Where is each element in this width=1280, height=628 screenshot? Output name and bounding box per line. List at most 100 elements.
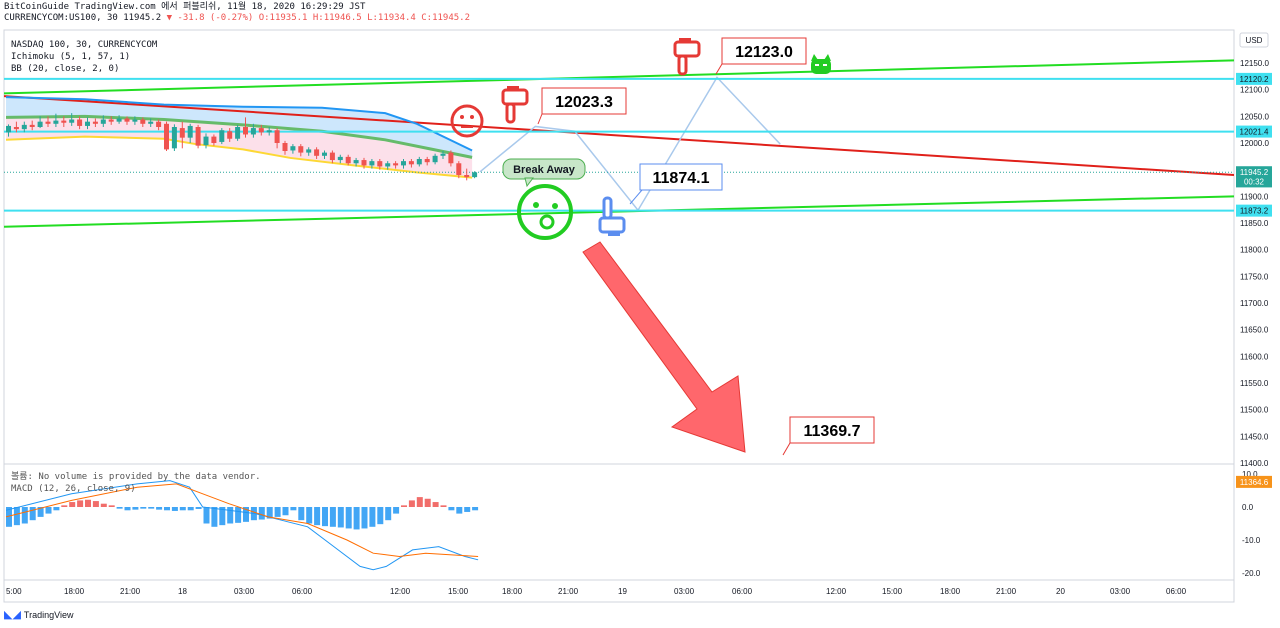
candle-body [408, 161, 414, 165]
x-tick-label: 03:00 [234, 587, 255, 596]
price-badge-label: 11364.6 [1240, 478, 1269, 487]
hand-finger [677, 54, 688, 76]
x-tick-label: 19 [618, 587, 627, 596]
macd-histogram-bar [171, 507, 178, 511]
y-tick-label: 12000.0 [1240, 139, 1269, 148]
x-tick-label: 18:00 [502, 587, 523, 596]
candle-body [219, 130, 225, 142]
target-label-box [541, 87, 627, 115]
y-tick-label: 11900.0 [1240, 192, 1269, 201]
candle-body [393, 163, 399, 166]
candle-body [337, 156, 343, 161]
face-eye [552, 203, 558, 209]
hand-finger [602, 196, 613, 220]
label-pointer [715, 63, 723, 75]
price-badge-label: 12120.2 [1240, 75, 1269, 84]
macd-histogram-bar [432, 502, 439, 507]
candle-body [140, 119, 146, 124]
candle-body [77, 119, 83, 126]
macd-histogram-bar [290, 507, 297, 511]
hand-cuff [679, 38, 691, 42]
y-tick-label: 11600.0 [1240, 352, 1269, 361]
macd-histogram-bar [322, 507, 328, 527]
macd-tick-label: -20.0 [1242, 569, 1261, 578]
bubble-tail [524, 177, 534, 188]
footer-branding: ◣◢ TradingView [4, 608, 73, 621]
macd-histogram-bar [258, 507, 265, 520]
candle-body [100, 119, 106, 124]
macd-histogram-bar [219, 507, 226, 526]
bb-basis-line [5, 114, 473, 159]
currency-button[interactable] [1239, 32, 1269, 48]
candle-body [148, 121, 154, 124]
big-down-arrow [582, 241, 746, 453]
candle-body [69, 119, 75, 123]
macd-histogram-bar [100, 503, 107, 507]
candle-body [85, 121, 90, 126]
break-away-bubble [502, 158, 586, 180]
macd-histogram-bar [298, 507, 305, 521]
candle-body [361, 160, 367, 166]
x-tick-label: 12:00 [390, 587, 411, 596]
candle-body [156, 121, 162, 127]
downtrend-line [4, 95, 1234, 176]
signal-line [5, 483, 479, 558]
x-tick-label: 12:00 [826, 587, 847, 596]
macd-histogram-bar [140, 507, 147, 509]
x-tick-label: 18:00 [64, 587, 85, 596]
macd-histogram-bar [203, 507, 210, 524]
macd-histogram-bar [393, 507, 400, 514]
price-badge-label: 00:32 [1244, 177, 1265, 186]
macd-tick-label: 0.0 [1242, 503, 1254, 512]
macd-histogram-bar [37, 507, 44, 517]
candle-body [329, 152, 335, 161]
x-tick-label: 06:00 [1166, 587, 1187, 596]
target-label-box [789, 416, 875, 444]
candle-body [92, 121, 98, 124]
candle-body [243, 127, 248, 135]
candle-body [274, 130, 280, 143]
x-tick-label: 21:00 [558, 587, 579, 596]
candle-body [37, 121, 43, 127]
macd-histogram-bar [53, 507, 60, 511]
candle-body [353, 160, 359, 164]
macd-histogram-bar [69, 502, 76, 507]
candle-body [250, 128, 256, 135]
candle-body [203, 136, 209, 146]
excited-face-icon [517, 184, 573, 240]
macd-histogram-bar [266, 507, 273, 519]
x-tick-label: 03:00 [1110, 587, 1131, 596]
macd-histogram-bar [29, 507, 36, 521]
hand-palm [598, 216, 626, 234]
macd-histogram-bar [132, 507, 139, 510]
candle-body [235, 127, 241, 139]
down-triangle-icon: ▼ [166, 13, 172, 23]
legend-bb: BB (20, close, 2, 0) [11, 64, 119, 74]
target-label: 11874.1 [653, 170, 710, 187]
projection-line [479, 76, 781, 212]
macd-histogram-bar [424, 498, 431, 507]
candle-body [13, 127, 19, 130]
macd-histogram-bar [187, 507, 194, 511]
macd-histogram-bar [361, 507, 368, 529]
macd-histogram-bar [6, 507, 12, 527]
target-label: 12023.3 [555, 94, 613, 111]
macd-histogram-bar [448, 507, 455, 511]
macd-histogram-bar [13, 507, 20, 526]
candle-body [124, 118, 130, 122]
price-badge-label: 11873.2 [1240, 207, 1269, 216]
bb-lower-line [5, 135, 473, 179]
y-tick-label: 11550.0 [1240, 379, 1269, 388]
price-badge [1236, 175, 1272, 188]
price-badge [1236, 475, 1272, 488]
macd-histogram-bar [124, 507, 131, 511]
y-tick-label: 11500.0 [1240, 406, 1269, 415]
candle-body [448, 152, 454, 164]
currency-label: USD [1246, 36, 1263, 45]
macd-histogram-bar [369, 507, 376, 527]
macd-histogram-bar [314, 507, 321, 526]
y-tick-label: 11650.0 [1240, 326, 1269, 335]
candle-body [282, 143, 288, 151]
price-badge-label: 11945.2 [1240, 168, 1269, 177]
